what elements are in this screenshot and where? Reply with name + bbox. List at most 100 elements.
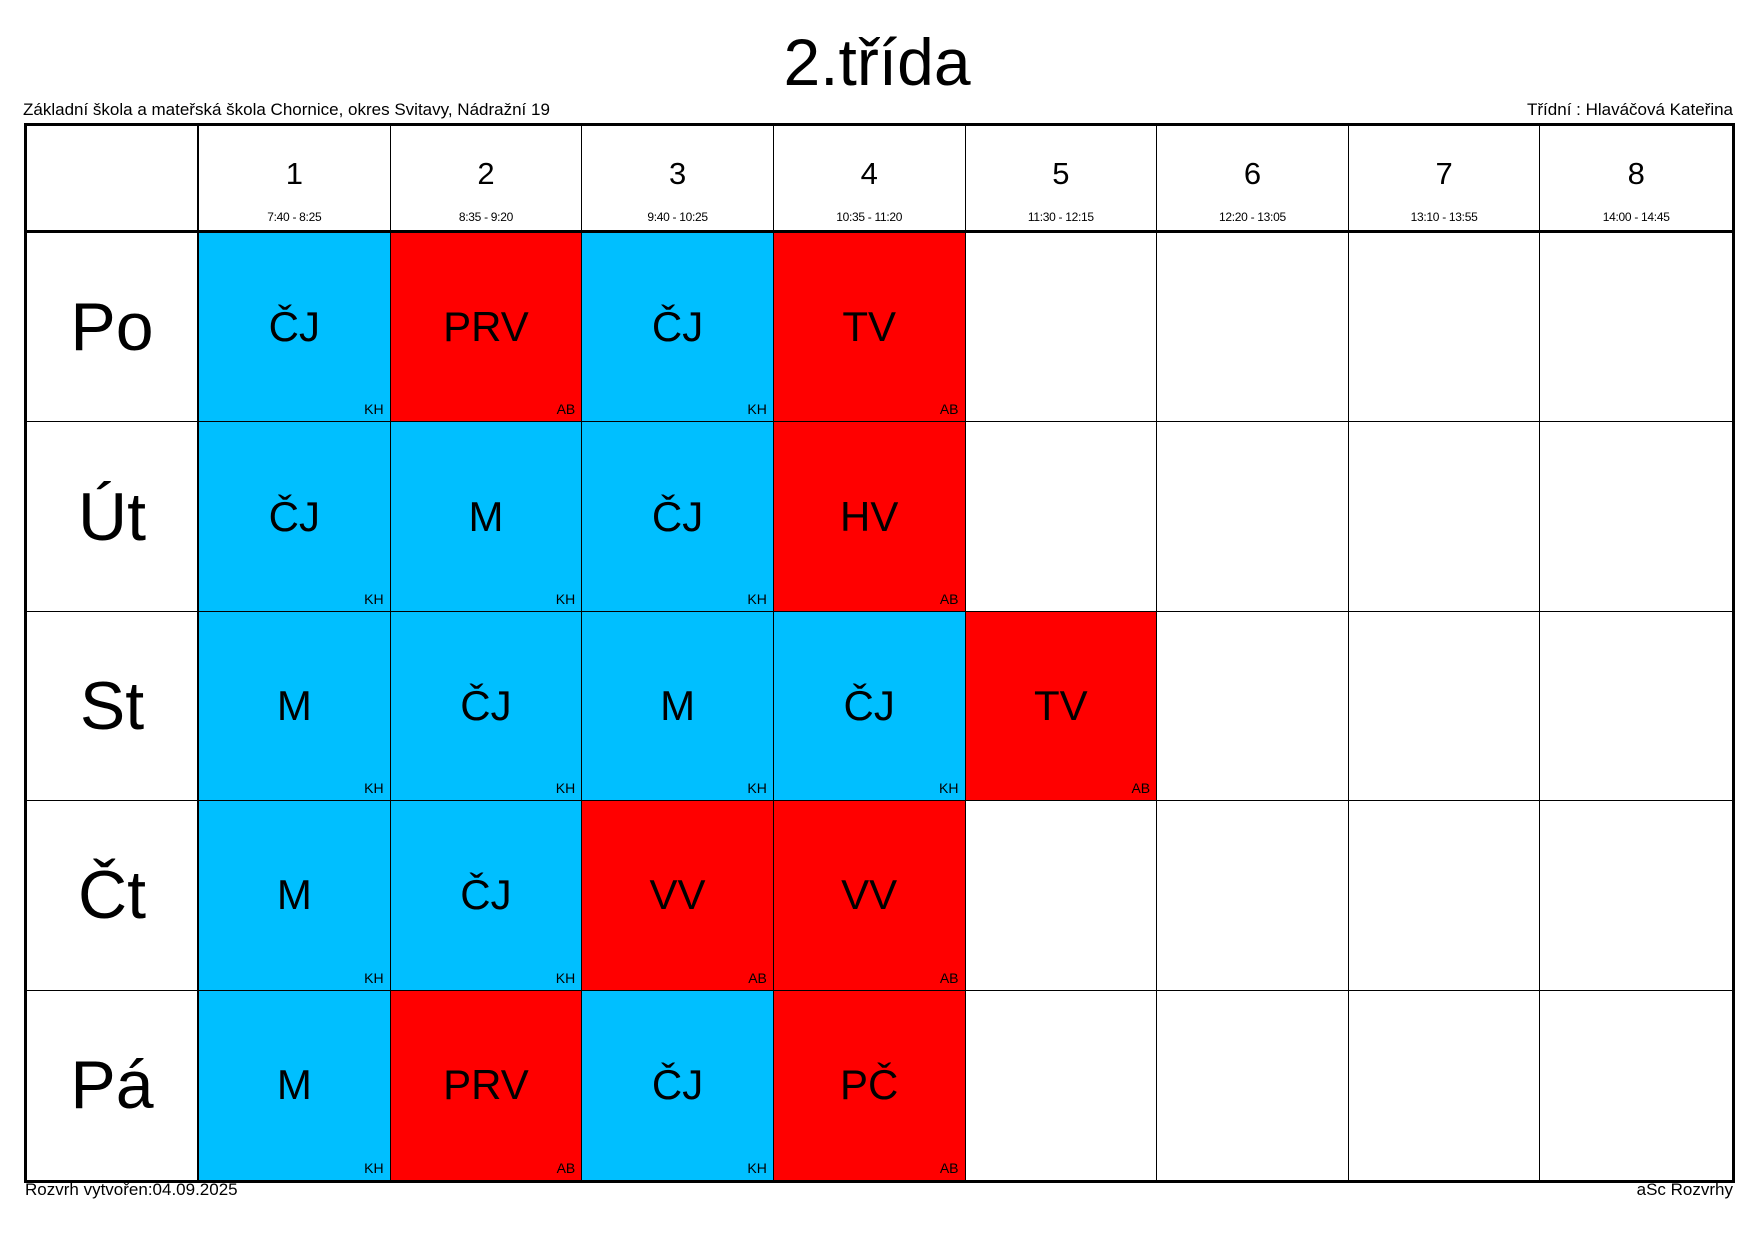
lesson-slot[interactable] (1348, 801, 1541, 991)
lesson-subject: ČJ (651, 303, 704, 351)
lesson-subject: HV (840, 492, 899, 540)
period-header-7: 7 13:10 - 13:55 (1348, 126, 1541, 233)
lesson-slot[interactable] (1540, 233, 1732, 423)
lesson-teacher: KH (555, 780, 576, 797)
lesson-subject: M (660, 681, 696, 729)
lesson-slot[interactable]: PRV AB (390, 233, 583, 423)
lesson-slot[interactable] (1157, 233, 1349, 423)
lesson-slot[interactable]: TV AB (965, 611, 1158, 802)
lesson-slot[interactable] (1349, 990, 1541, 1180)
lesson-block[interactable]: VV AB (582, 801, 773, 990)
period-number: 3 (668, 156, 687, 191)
lesson-teacher: KH (747, 590, 767, 607)
lesson-teacher: KH (747, 401, 767, 418)
lesson-block[interactable]: ČJ KH (582, 233, 773, 422)
lesson-teacher: KH (364, 590, 384, 607)
lesson-slot[interactable]: PČ AB (773, 990, 966, 1180)
lesson-subject: ČJ (460, 681, 512, 729)
lesson-slot[interactable]: ČJ KH (582, 990, 774, 1180)
lesson-slot[interactable]: ČJ KH (582, 422, 774, 612)
lesson-subject: M (468, 492, 504, 540)
software-credit: aSc Rozvrhy (1636, 1180, 1733, 1199)
lesson-block[interactable]: ČJ KH (773, 611, 965, 801)
lesson-slot[interactable]: ČJ KH (773, 611, 966, 802)
lesson-slot[interactable] (965, 233, 1158, 423)
lesson-slot[interactable]: ČJ KH (199, 422, 391, 612)
lesson-slot[interactable]: M KH (199, 611, 391, 802)
period-number: 4 (860, 156, 878, 191)
lesson-slot[interactable] (1540, 991, 1732, 1180)
lesson-block[interactable]: VV AB (773, 801, 965, 990)
lesson-slot[interactable]: ČJ KH (582, 233, 774, 423)
lesson-slot[interactable] (1540, 422, 1732, 612)
lesson-block[interactable]: ČJ KH (582, 990, 773, 1180)
lesson-teacher: KH (364, 401, 384, 418)
lesson-subject: ČJ (268, 303, 320, 351)
lesson-slot[interactable]: M KH (582, 611, 774, 802)
lesson-slot[interactable]: HV AB (773, 422, 966, 612)
lesson-slot[interactable]: ČJ KH (199, 233, 391, 423)
lesson-slot[interactable] (1348, 611, 1541, 802)
lesson-subject: VV (841, 871, 898, 919)
lesson-teacher: AB (939, 401, 959, 418)
lesson-block[interactable]: ČJ KH (390, 801, 582, 990)
lesson-block[interactable]: ČJ KH (199, 233, 390, 422)
lesson-block[interactable]: M KH (199, 801, 390, 990)
lesson-slot[interactable] (1348, 422, 1541, 612)
page-title: 2.třída (783, 25, 971, 99)
day-label-cell: Pá (27, 990, 199, 1180)
lesson-block[interactable]: PČ AB (773, 990, 965, 1180)
lesson-slot[interactable] (1540, 801, 1732, 991)
lesson-slot[interactable]: M KH (199, 990, 391, 1180)
lesson-slot[interactable]: VV AB (582, 801, 774, 991)
lesson-subject: M (276, 871, 312, 919)
lesson-block[interactable]: HV AB (773, 422, 965, 611)
lesson-block[interactable]: ČJ KH (390, 611, 582, 801)
period-number: 5 (1052, 156, 1070, 191)
lesson-slot[interactable]: TV AB (773, 233, 966, 423)
lesson-slot[interactable] (1157, 422, 1349, 612)
lesson-block[interactable]: M KH (582, 611, 773, 801)
lesson-block[interactable]: M KH (390, 422, 582, 611)
period-header-2: 2 8:35 - 9:20 (390, 126, 583, 233)
day-label-cell: St (27, 611, 199, 802)
lesson-slot[interactable]: M KH (199, 801, 391, 991)
lesson-block[interactable]: PRV AB (390, 990, 582, 1180)
period-time: 7:40 - 8:25 (267, 210, 322, 224)
lesson-slot[interactable] (1348, 233, 1541, 423)
lesson-teacher: AB (939, 969, 959, 986)
lesson-block[interactable]: M KH (199, 611, 390, 801)
lesson-block[interactable]: ČJ KH (582, 422, 773, 611)
lesson-subject: PČ (840, 1061, 899, 1109)
lesson-block[interactable]: ČJ KH (199, 422, 390, 611)
lesson-slot[interactable] (1540, 612, 1732, 802)
lesson-slot[interactable]: ČJ KH (390, 611, 583, 802)
lesson-block[interactable]: PRV AB (390, 233, 582, 422)
day-label: Út (78, 478, 146, 555)
day-label: Po (70, 289, 154, 366)
period-header-3: 3 9:40 - 10:25 (582, 126, 774, 233)
lesson-teacher: KH (364, 780, 384, 797)
lesson-block[interactable]: M KH (199, 990, 390, 1180)
lesson-slot[interactable] (1157, 611, 1349, 802)
period-header-5: 5 11:30 - 12:15 (965, 126, 1158, 233)
lesson-teacher: AB (939, 590, 959, 607)
lesson-slot[interactable]: ČJ KH (390, 801, 583, 991)
lesson-slot[interactable] (1157, 990, 1349, 1180)
period-time: 9:40 - 10:25 (647, 210, 708, 224)
day-label: Čt (78, 857, 146, 934)
lesson-slot[interactable] (966, 990, 1158, 1180)
lesson-slot[interactable]: VV AB (773, 801, 966, 991)
lesson-slot[interactable] (1157, 801, 1349, 991)
lesson-slot[interactable] (965, 801, 1158, 991)
lesson-block[interactable]: TV AB (965, 611, 1157, 801)
lesson-slot[interactable]: PRV AB (390, 990, 583, 1180)
day-label-cell: Út (27, 422, 199, 612)
lesson-block[interactable]: TV AB (773, 233, 965, 422)
lesson-slot[interactable] (965, 422, 1158, 612)
lesson-teacher: KH (555, 590, 576, 607)
class-teacher: Třídní : Hlaváčová Kateřina (1527, 100, 1733, 119)
lesson-slot[interactable]: M KH (390, 422, 583, 612)
day-label: St (79, 667, 145, 744)
lesson-subject: PRV (443, 1061, 529, 1109)
